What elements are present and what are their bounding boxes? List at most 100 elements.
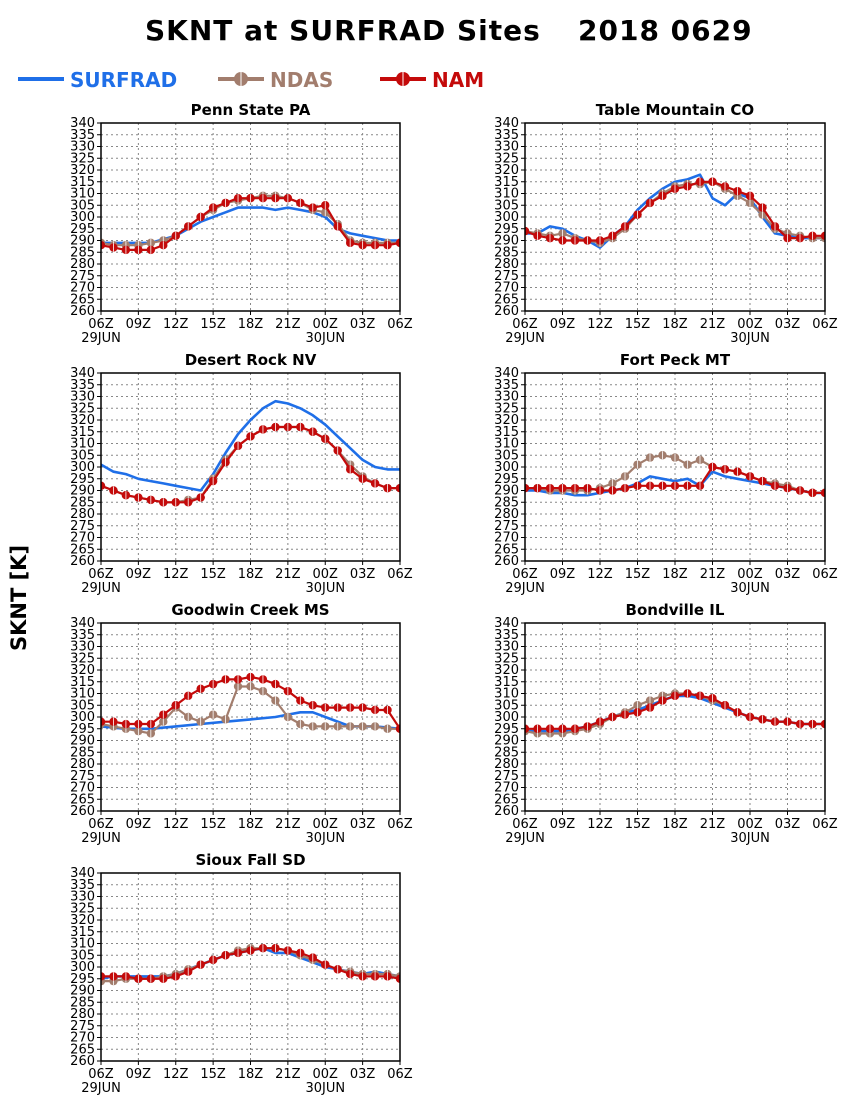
y-tick-label: 315 — [70, 175, 95, 190]
y-tick-label: 265 — [494, 792, 519, 807]
panel-goodwin-creek-ms: Goodwin Creek MS 340335330325320315310305… — [70, 601, 413, 846]
series-group — [101, 399, 400, 507]
chart-date: 2018 0629 — [578, 14, 753, 47]
y-tick-label: 260 — [494, 804, 519, 819]
x-tick-label: 06Z — [88, 317, 114, 332]
data-point-nam — [101, 241, 106, 250]
y-tick-label: 315 — [494, 175, 519, 190]
x-tick-label: 15Z — [200, 567, 226, 582]
panel-title: Sioux Fall SD — [195, 851, 305, 869]
x-tick-label: 15Z — [625, 817, 651, 832]
x-tick-label: 00Z — [737, 317, 763, 332]
x-tick-label: 21Z — [700, 817, 726, 832]
y-tick-label: 330 — [70, 890, 95, 905]
y-tick-label: 260 — [70, 804, 95, 819]
y-tick-label: 310 — [70, 687, 95, 702]
x-tick-label: 21Z — [275, 567, 301, 582]
y-tick-label: 295 — [70, 722, 95, 737]
y-tick-label: 320 — [494, 413, 519, 428]
y-tick-label: 305 — [494, 448, 519, 463]
x-date-label: 30JUN — [730, 831, 770, 846]
y-tick-label: 285 — [494, 495, 519, 510]
y-tick-label: 310 — [70, 437, 95, 452]
y-tick-label: 300 — [494, 710, 519, 725]
x-tick-label: 12Z — [163, 1067, 189, 1082]
y-tick-label: 290 — [70, 234, 95, 249]
y-tick-label: 320 — [70, 663, 95, 678]
y-tick-label: 310 — [70, 187, 95, 202]
y-tick-label: 285 — [70, 245, 95, 260]
x-tick-label: 06Z — [512, 567, 538, 582]
y-tick-label: 300 — [70, 210, 95, 225]
panel-bondville-il: Bondville IL3403353303253203153103053002… — [494, 601, 838, 846]
y-tick-label: 335 — [70, 628, 95, 643]
y-tick-label: 335 — [494, 378, 519, 393]
x-tick-label: 00Z — [737, 567, 763, 582]
x-date-label: 29JUN — [505, 331, 545, 346]
x-tick-label: 09Z — [126, 1067, 152, 1082]
y-tick-label: 340 — [70, 866, 95, 881]
y-tick-label: 330 — [70, 640, 95, 655]
y-tick-label: 270 — [70, 281, 95, 296]
x-tick-label: 06Z — [387, 567, 413, 582]
x-date-label: 30JUN — [730, 331, 770, 346]
x-tick-label: 03Z — [350, 1067, 376, 1082]
y-tick-label: 295 — [70, 222, 95, 237]
y-tick-label: 265 — [70, 542, 95, 557]
x-tick-label: 06Z — [812, 817, 838, 832]
y-tick-label: 315 — [494, 425, 519, 440]
y-tick-label: 295 — [494, 472, 519, 487]
x-tick-label: 00Z — [737, 817, 763, 832]
panel-fort-peck-mt: Fort Peck MT3403353303253203153103053002… — [494, 351, 838, 596]
y-tick-label: 300 — [70, 710, 95, 725]
y-tick-label: 265 — [70, 792, 95, 807]
y-tick-label: 335 — [70, 128, 95, 143]
y-tick-label: 260 — [494, 554, 519, 569]
data-point-nam — [820, 488, 825, 498]
y-tick-label: 275 — [494, 769, 519, 784]
y-tick-label: 275 — [70, 269, 95, 284]
y-tick-label: 275 — [494, 269, 519, 284]
x-tick-label: 15Z — [625, 317, 651, 332]
y-tick-label: 290 — [70, 734, 95, 749]
y-tick-label: 315 — [494, 675, 519, 690]
data-point-nam — [101, 481, 106, 490]
panel-title: Bondville IL — [626, 601, 725, 619]
x-tick-label: 21Z — [700, 567, 726, 582]
x-tick-label: 21Z — [275, 317, 301, 332]
y-tick-label: 325 — [70, 401, 95, 416]
y-tick-label: 305 — [70, 448, 95, 463]
y-tick-label: 300 — [70, 460, 95, 475]
y-tick-label: 290 — [494, 484, 519, 499]
x-tick-label: 18Z — [662, 817, 688, 832]
x-tick-label: 15Z — [200, 317, 226, 332]
series-line-surfrad — [101, 711, 400, 731]
panel-title: Goodwin Creek MS — [171, 601, 329, 619]
plot-frame — [524, 122, 826, 312]
data-point-nam — [395, 238, 400, 248]
x-date-label: 30JUN — [730, 581, 770, 596]
x-date-label: 30JUN — [305, 831, 345, 846]
y-tick-label: 295 — [494, 722, 519, 737]
x-tick-label: 18Z — [238, 567, 264, 582]
data-point-nam — [395, 974, 400, 983]
x-tick-label: 18Z — [238, 817, 264, 832]
x-tick-label: 03Z — [350, 817, 376, 832]
y-tick-label: 315 — [70, 925, 95, 940]
panel-title: Table Mountain CO — [596, 101, 754, 119]
y-tick-label: 265 — [70, 292, 95, 307]
y-tick-label: 340 — [494, 366, 519, 381]
x-date-label: 29JUN — [81, 331, 121, 346]
x-tick-label: 09Z — [126, 317, 152, 332]
x-tick-label: 12Z — [587, 817, 613, 832]
y-tick-label: 320 — [70, 913, 95, 928]
x-tick-label: 06Z — [387, 817, 413, 832]
y-tick-label: 325 — [494, 401, 519, 416]
y-tick-label: 320 — [494, 663, 519, 678]
x-tick-label: 06Z — [812, 567, 838, 582]
legend-item-surfrad: SURFRAD — [18, 68, 177, 92]
x-tick-label: 06Z — [387, 317, 413, 332]
y-tick-label: 320 — [70, 413, 95, 428]
y-tick-label: 300 — [494, 210, 519, 225]
